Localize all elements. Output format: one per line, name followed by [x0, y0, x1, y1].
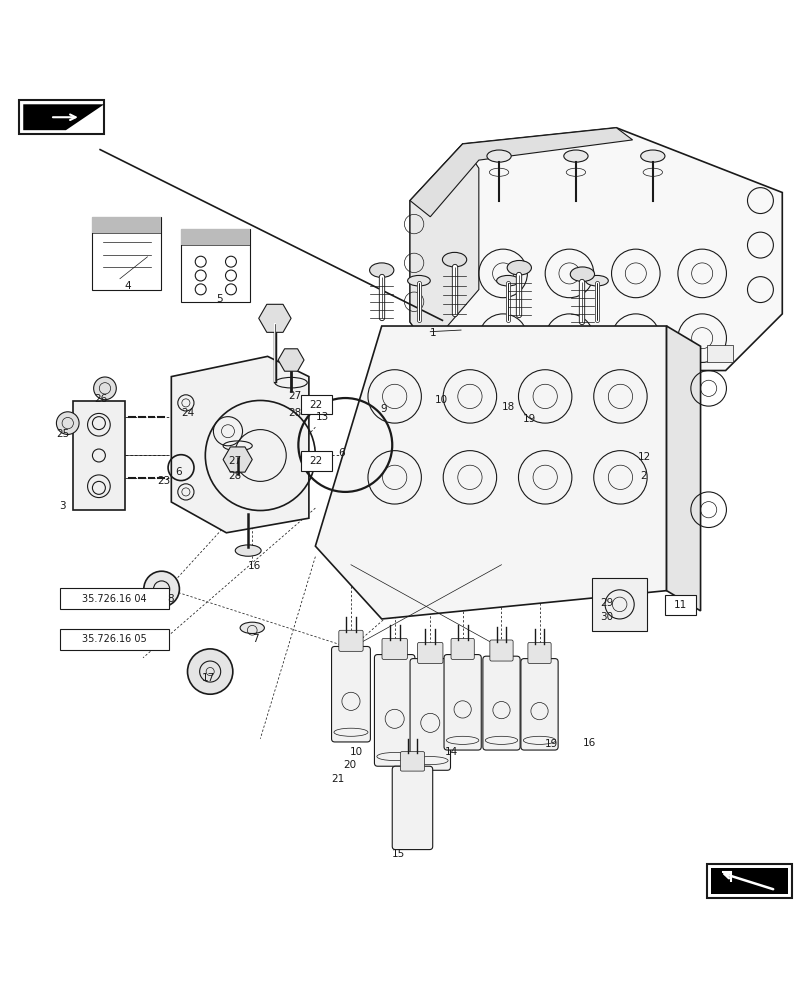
Text: 13: 13 — [315, 412, 328, 422]
Ellipse shape — [640, 150, 664, 162]
Text: 7: 7 — [252, 634, 259, 644]
FancyBboxPatch shape — [392, 766, 432, 850]
Text: 6: 6 — [175, 467, 182, 477]
FancyBboxPatch shape — [417, 642, 442, 663]
Polygon shape — [410, 128, 781, 371]
Ellipse shape — [235, 545, 261, 556]
Text: 26: 26 — [94, 394, 108, 404]
Polygon shape — [666, 326, 700, 611]
FancyBboxPatch shape — [374, 655, 414, 766]
Polygon shape — [410, 128, 632, 217]
Text: 29: 29 — [599, 598, 612, 608]
Text: 22: 22 — [309, 456, 323, 466]
Circle shape — [56, 412, 79, 434]
Ellipse shape — [507, 260, 530, 275]
Circle shape — [144, 571, 179, 607]
Bar — [591, 578, 646, 631]
Bar — [181, 229, 250, 302]
Ellipse shape — [496, 275, 519, 286]
Text: 27: 27 — [288, 391, 302, 401]
Polygon shape — [315, 326, 666, 619]
FancyBboxPatch shape — [527, 642, 551, 663]
FancyBboxPatch shape — [338, 630, 363, 651]
Bar — [92, 217, 161, 233]
Text: 14: 14 — [444, 747, 457, 757]
FancyBboxPatch shape — [400, 752, 424, 771]
Text: 25: 25 — [56, 429, 70, 439]
Text: 1: 1 — [430, 328, 436, 338]
Circle shape — [93, 377, 116, 400]
Text: 16: 16 — [248, 561, 261, 571]
Bar — [531, 345, 557, 362]
Ellipse shape — [569, 267, 594, 282]
Text: 16: 16 — [581, 738, 595, 748]
Ellipse shape — [563, 150, 587, 162]
Polygon shape — [410, 144, 478, 348]
Text: 24: 24 — [181, 408, 194, 418]
Text: 30: 30 — [599, 612, 612, 622]
FancyBboxPatch shape — [381, 638, 407, 659]
Text: 11: 11 — [673, 600, 686, 610]
Ellipse shape — [585, 275, 607, 286]
Ellipse shape — [442, 252, 466, 267]
Bar — [92, 217, 161, 290]
Bar — [300, 451, 331, 471]
Text: 5: 5 — [216, 294, 222, 304]
Bar — [590, 345, 616, 362]
Bar — [19, 100, 104, 134]
Bar — [59, 588, 169, 609]
Bar — [181, 229, 250, 245]
FancyBboxPatch shape — [450, 638, 474, 659]
Bar — [648, 345, 674, 362]
Text: 6: 6 — [337, 448, 344, 458]
FancyBboxPatch shape — [444, 655, 481, 750]
Text: 35.726.16 05: 35.726.16 05 — [82, 634, 147, 644]
Text: 18: 18 — [501, 402, 514, 412]
Polygon shape — [24, 104, 104, 130]
Text: 35.726.16 04: 35.726.16 04 — [82, 594, 147, 604]
Text: 20: 20 — [343, 760, 356, 770]
Text: 9: 9 — [380, 404, 386, 414]
Bar — [664, 595, 695, 615]
Ellipse shape — [407, 275, 430, 286]
Ellipse shape — [487, 150, 511, 162]
FancyBboxPatch shape — [483, 656, 520, 750]
Text: 10: 10 — [349, 747, 362, 757]
Text: 3: 3 — [59, 501, 67, 511]
Text: 10: 10 — [434, 395, 447, 405]
Ellipse shape — [240, 622, 264, 634]
Text: 21: 21 — [331, 774, 345, 784]
Text: 19: 19 — [522, 414, 535, 424]
FancyBboxPatch shape — [410, 659, 450, 770]
Text: 17: 17 — [202, 673, 215, 683]
Bar — [72, 401, 125, 510]
Text: 15: 15 — [392, 849, 405, 859]
Polygon shape — [171, 356, 308, 533]
Bar — [300, 395, 331, 414]
Text: 27: 27 — [228, 456, 241, 466]
Bar — [706, 864, 791, 898]
Text: 12: 12 — [637, 452, 650, 462]
Bar — [59, 629, 169, 650]
Text: 4: 4 — [124, 281, 131, 291]
FancyBboxPatch shape — [489, 640, 513, 661]
Text: 28: 28 — [228, 471, 241, 481]
FancyBboxPatch shape — [331, 646, 370, 742]
Polygon shape — [710, 868, 787, 894]
Text: 19: 19 — [544, 739, 558, 749]
Bar — [474, 345, 500, 362]
Text: 22: 22 — [309, 400, 323, 410]
Ellipse shape — [369, 263, 393, 277]
Bar — [706, 345, 732, 362]
Text: 28: 28 — [288, 408, 302, 418]
Text: 8: 8 — [167, 594, 174, 604]
Circle shape — [187, 649, 233, 694]
Text: 2: 2 — [640, 471, 646, 481]
Text: 23: 23 — [157, 476, 169, 486]
FancyBboxPatch shape — [521, 659, 557, 750]
